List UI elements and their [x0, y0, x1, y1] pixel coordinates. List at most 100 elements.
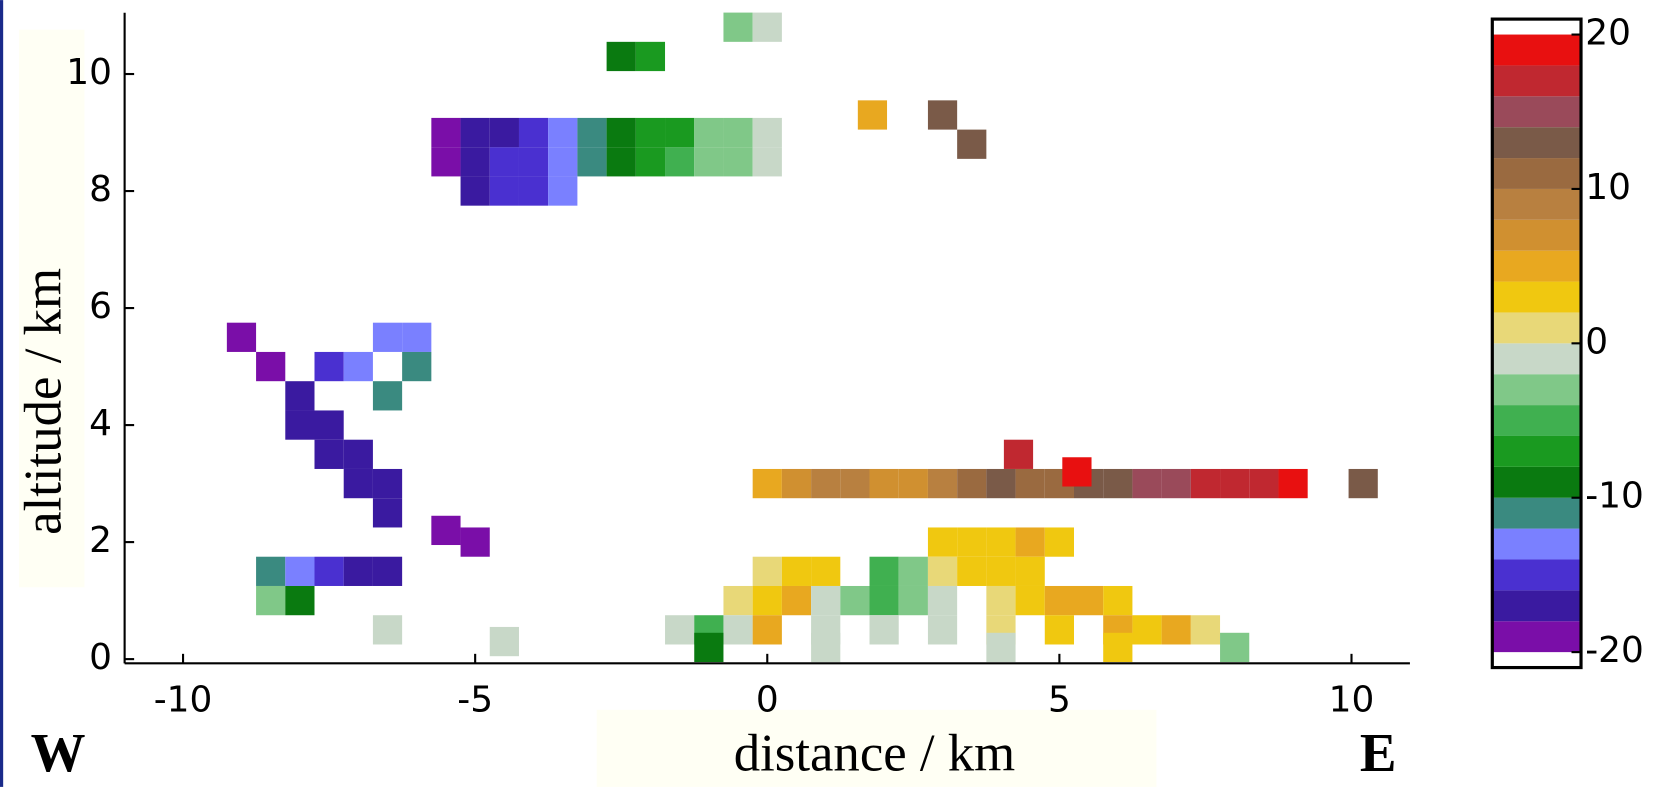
echo-cell	[314, 439, 344, 469]
x-tick-label: -5	[457, 679, 493, 720]
colorbar-band	[1492, 374, 1582, 406]
echo-cell	[898, 585, 928, 616]
echo-cell	[1132, 615, 1162, 645]
echo-cell	[1249, 468, 1279, 499]
echo-cell	[1044, 585, 1074, 616]
left-edge	[0, 0, 4, 787]
echo-cell	[986, 632, 1016, 663]
label-background	[19, 29, 85, 588]
colorbar-tick-label: -10	[1585, 476, 1644, 517]
echo-cell	[986, 585, 1016, 616]
echo-cell	[1103, 468, 1133, 499]
echo-cell	[1015, 468, 1045, 499]
echo-cell	[694, 632, 724, 663]
echo-cell	[1015, 556, 1045, 586]
echo-cell	[694, 147, 724, 177]
colorbar-band	[1492, 528, 1582, 560]
echo-cell	[752, 585, 782, 616]
colorbar-band	[1492, 466, 1582, 498]
echo-cell	[489, 117, 519, 148]
echo-cell	[723, 585, 753, 616]
echo-cell	[256, 351, 286, 382]
echo-cell	[781, 585, 812, 616]
echo-cell	[752, 468, 782, 499]
echo-cell	[665, 117, 695, 148]
echo-cell	[343, 351, 373, 382]
echo-cell	[957, 527, 987, 557]
echo-cell	[431, 117, 461, 148]
colorbar-tick-label: 10	[1585, 167, 1631, 208]
echo-cell	[635, 41, 666, 72]
echo-cell	[957, 556, 987, 586]
echo-cell	[635, 147, 666, 177]
echo-cell	[1073, 585, 1104, 616]
echo-cell	[665, 147, 695, 177]
echo-cell	[857, 100, 888, 130]
echo-cell	[372, 615, 403, 645]
echo-cell	[606, 41, 636, 72]
echo-cell	[927, 468, 958, 499]
echo-cell	[1044, 615, 1074, 645]
colorbar-tick-label: 0	[1585, 321, 1608, 362]
echo-cell	[577, 117, 607, 148]
echo-cell	[723, 147, 753, 177]
echo-cell	[431, 147, 461, 177]
colorbar-band	[1492, 559, 1582, 591]
y-tick-label: 0	[89, 637, 112, 678]
east-label: E	[1360, 722, 1397, 783]
echo-cell	[372, 556, 403, 586]
colorbar-band	[1492, 405, 1582, 436]
echo-cell	[1220, 632, 1250, 663]
echo-cell	[343, 439, 373, 469]
echo-cell	[781, 556, 812, 586]
echo-cell	[869, 615, 899, 645]
echo-cell	[986, 527, 1016, 557]
echo-cell	[811, 632, 841, 663]
echo-cell	[577, 147, 607, 177]
echo-cell	[869, 468, 899, 499]
echo-cell	[256, 556, 286, 586]
echo-cell	[927, 100, 958, 130]
echo-cell	[927, 615, 958, 645]
echo-cell	[752, 117, 782, 148]
echo-cell	[402, 351, 432, 382]
colorbar-band	[1492, 281, 1582, 313]
cells	[226, 12, 1378, 663]
echo-cell	[548, 176, 578, 206]
echo-cell	[606, 117, 636, 148]
colorbar-tick-label: 20	[1585, 13, 1631, 54]
echo-cell	[548, 147, 578, 177]
colorbar-band	[1492, 219, 1582, 251]
echo-cell	[256, 585, 286, 616]
echo-cell	[518, 147, 549, 177]
echo-cell	[518, 117, 549, 148]
colorbar-band	[1492, 34, 1582, 66]
label-background	[596, 709, 1157, 787]
echo-cell	[1161, 615, 1191, 645]
echo-cell	[635, 117, 666, 148]
echo-cell	[460, 527, 490, 557]
x-tick-label: 5	[1048, 679, 1071, 720]
echo-cell	[460, 176, 490, 206]
echo-cell	[372, 498, 403, 528]
echo-cell	[927, 527, 958, 557]
echo-cell	[285, 585, 315, 616]
echo-cell	[548, 117, 578, 148]
echo-cell	[314, 410, 344, 440]
echo-cell	[840, 468, 870, 499]
echo-cell	[1161, 468, 1191, 499]
echo-cell	[606, 147, 636, 177]
echo-cell	[1348, 468, 1378, 499]
colorbar-band	[1492, 312, 1582, 344]
echo-cell	[285, 410, 315, 440]
y-tick-label: 6	[89, 286, 112, 327]
echo-cell	[1062, 457, 1092, 487]
echo-cell	[694, 117, 724, 148]
echo-cell	[1044, 527, 1074, 557]
echo-cell	[489, 176, 519, 206]
echo-cell	[752, 12, 782, 42]
echo-cell	[372, 322, 403, 352]
colorbar-band	[1492, 590, 1582, 622]
echo-cell	[372, 468, 403, 499]
